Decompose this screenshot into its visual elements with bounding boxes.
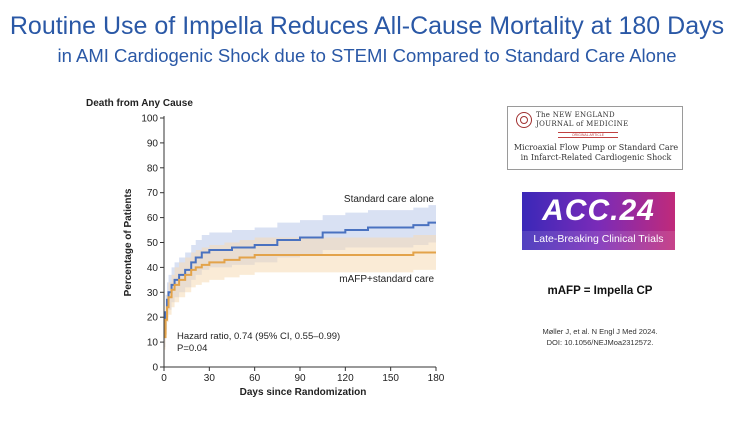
y-tick-label: 40 — [147, 263, 159, 274]
nejm-journal-line1: The NEW ENGLAND — [536, 111, 615, 119]
acc-subtitle: Late-Breaking Clinical Trials — [533, 233, 664, 245]
y-tick-label: 90 — [147, 138, 159, 149]
x-tick-label: 60 — [249, 373, 261, 384]
x-tick-label: 120 — [337, 373, 354, 384]
hazard-ratio-annotation: Hazard ratio, 0.74 (95% CI, 0.55–0.99) — [177, 331, 340, 342]
acc-logo-card: ACC.24 Late-Breaking Clinical Trials — [522, 192, 675, 250]
nejm-article-card: The NEW ENGLAND JOURNAL of MEDICINE ORIG… — [507, 106, 683, 170]
nejm-article-title-line2: in Infarct-Related Cardiogenic Shock — [520, 153, 672, 162]
mafp-curve — [164, 251, 436, 339]
y-axis-label: Percentage of Patients — [123, 188, 134, 296]
slide-title: Routine Use of Impella Reduces All-Cause… — [9, 12, 725, 40]
x-tick-label: 30 — [204, 373, 216, 384]
standard-care-label: Standard care alone — [344, 194, 435, 205]
p-value-annotation: P=0.04 — [177, 343, 207, 354]
x-axis-label: Days since Randomization — [240, 387, 367, 398]
nejm-article-title-line1: Microaxial Flow Pump or Standard Care — [513, 143, 679, 152]
x-tick-label: 150 — [382, 373, 399, 384]
y-tick-label: 50 — [147, 238, 159, 249]
mafp-ci-band — [164, 235, 436, 350]
nejm-journal-line2: JOURNAL of MEDICINE — [536, 120, 629, 128]
acc-logo: ACC.24 — [542, 194, 655, 227]
nejm-seal-icon — [516, 112, 532, 128]
x-tick-label: 90 — [294, 373, 306, 384]
y-tick-label: 0 — [152, 363, 158, 374]
y-tick-label: 100 — [141, 114, 158, 125]
chart-title: Death from Any Cause — [86, 98, 193, 109]
citation-line1: Møller J, et al. N Engl J Med 2024. — [542, 327, 658, 336]
citation-line2: DOI: 10.1056/NEJMoa2312572. — [546, 338, 654, 347]
nejm-badge: ORIGINAL ARTICLE — [558, 132, 618, 138]
y-tick-label: 10 — [147, 338, 159, 349]
y-tick-label: 20 — [147, 313, 159, 324]
x-tick-label: 0 — [161, 373, 167, 384]
acc-subtitle-band — [522, 231, 675, 250]
impella-definition: mAFP = Impella CP — [547, 285, 653, 297]
y-tick-label: 70 — [147, 188, 159, 199]
mafp-label: mAFP+standard care — [339, 274, 434, 285]
y-tick-label: 30 — [147, 288, 159, 299]
y-tick-label: 60 — [147, 213, 159, 224]
slide-subtitle: in AMI Cardiogenic Shock due to STEMI Co… — [57, 45, 677, 66]
x-tick-label: 180 — [428, 373, 445, 384]
y-tick-label: 80 — [147, 163, 159, 174]
